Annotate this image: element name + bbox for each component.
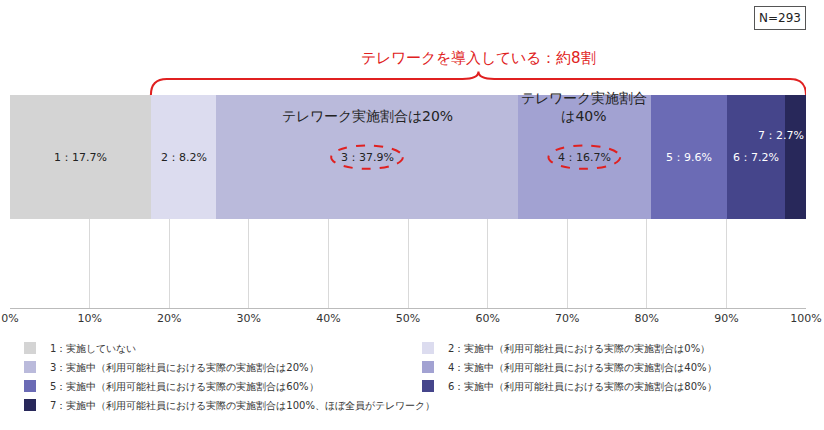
svg-text:4：実施中（利用可能社員における実際の実施割合は40%）: 4：実施中（利用可能社員における実際の実施割合は40%）	[448, 362, 717, 373]
svg-text:40%: 40%	[316, 312, 340, 325]
svg-text:6：実施中（利用可能社員における実際の実施割合は80%）: 6：実施中（利用可能社員における実際の実施割合は80%）	[448, 381, 717, 392]
svg-text:90%: 90%	[714, 312, 738, 325]
svg-text:テレワーク実施割合は20%: テレワーク実施割合は20%	[282, 108, 453, 124]
svg-text:テレワーク実施割合は40%: テレワーク実施割合は40%	[521, 90, 647, 124]
svg-text:3：37.9%: 3：37.9%	[341, 151, 394, 164]
svg-text:2：実施中（利用可能社員における実際の実施割合は0%）: 2：実施中（利用可能社員における実際の実施割合は0%）	[448, 343, 710, 354]
svg-text:30%: 30%	[237, 312, 261, 325]
svg-text:N=293: N=293	[759, 11, 801, 25]
svg-text:0%: 0%	[1, 312, 18, 325]
svg-text:テレワークを導入している：約8割: テレワークを導入している：約8割	[361, 49, 596, 67]
svg-text:1：実施していない: 1：実施していない	[50, 343, 136, 354]
svg-text:10%: 10%	[77, 312, 101, 325]
svg-text:2：8.2%: 2：8.2%	[161, 151, 207, 164]
svg-text:7：実施中（利用可能社員における実際の実施割合は100%、ほ: 7：実施中（利用可能社員における実際の実施割合は100%、ほぼ全員がテレワーク）	[50, 400, 435, 411]
svg-text:5：9.6%: 5：9.6%	[666, 151, 712, 164]
svg-text:100%: 100%	[790, 312, 821, 325]
svg-text:6：7.2%: 6：7.2%	[733, 151, 779, 164]
svg-text:4：16.7%: 4：16.7%	[558, 151, 611, 164]
svg-text:80%: 80%	[635, 312, 659, 325]
svg-text:1：17.7%: 1：17.7%	[54, 151, 107, 164]
svg-text:70%: 70%	[555, 312, 579, 325]
svg-text:3：実施中（利用可能社員における実際の実施割合は20%）: 3：実施中（利用可能社員における実際の実施割合は20%）	[50, 362, 319, 373]
svg-text:50%: 50%	[396, 312, 420, 325]
svg-text:5：実施中（利用可能社員における実際の実施割合は60%）: 5：実施中（利用可能社員における実際の実施割合は60%）	[50, 381, 319, 392]
svg-text:20%: 20%	[157, 312, 181, 325]
svg-text:60%: 60%	[475, 312, 499, 325]
svg-text:7：2.7%: 7：2.7%	[758, 129, 804, 142]
